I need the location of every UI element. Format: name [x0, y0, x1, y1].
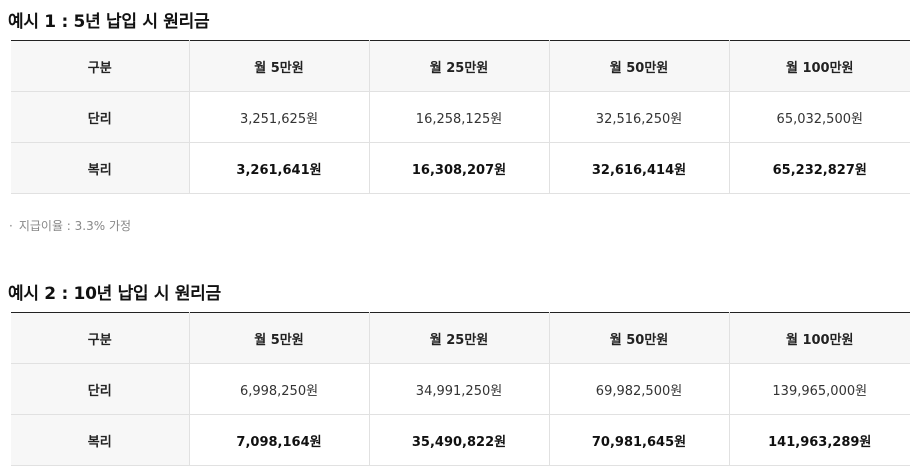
table-header-row: 구분 월 5만원 월 25만원 월 50만원 월 100만원 [11, 40, 910, 92]
table-header-row: 구분 월 5만원 월 25만원 월 50만원 월 100만원 [11, 312, 910, 364]
header-100man: 월 100만원 [728, 312, 910, 364]
header-5man: 월 5만원 [188, 312, 369, 364]
table-row-simple-interest: 단리 6,998,250원 34,991,250원 69,982,500원 13… [11, 363, 910, 415]
table-cell: 69,982,500원 [548, 363, 729, 415]
example1-table: 구분 월 5만원 월 25만원 월 50만원 월 100만원 단리 3,251,… [11, 40, 910, 194]
table-cell: 70,981,645원 [548, 414, 729, 466]
table-cell: 7,098,164원 [188, 414, 369, 466]
interest-rate-note: · 지급이율 : 3.3% 가정 [9, 217, 131, 234]
header-100man: 월 100만원 [728, 40, 910, 92]
example2-table: 구분 월 5만원 월 25만원 월 50만원 월 100만원 단리 6,998,… [11, 312, 910, 466]
bullet-icon: · [9, 219, 13, 233]
note-text: 지급이율 : 3.3% 가정 [18, 219, 132, 233]
header-50man: 월 50만원 [548, 40, 729, 92]
table-cell: 65,032,500원 [728, 91, 910, 143]
table-cell: 35,490,822원 [368, 414, 549, 466]
header-5man: 월 5만원 [188, 40, 369, 92]
table-row-simple-interest: 단리 3,251,625원 16,258,125원 32,516,250원 65… [11, 91, 910, 143]
header-category: 구분 [11, 312, 189, 364]
row-label: 단리 [11, 363, 189, 415]
example2-title: 예시 2 : 10년 납입 시 원리금 [8, 284, 221, 304]
table-cell: 6,998,250원 [188, 363, 369, 415]
table-cell: 141,963,289원 [728, 414, 910, 466]
table-cell: 32,516,250원 [548, 91, 729, 143]
table-cell: 65,232,827원 [728, 142, 910, 194]
table-row-compound-interest: 복리 3,261,641원 16,308,207원 32,616,414원 65… [11, 142, 910, 194]
table-row-compound-interest: 복리 7,098,164원 35,490,822원 70,981,645원 14… [11, 414, 910, 466]
row-label: 복리 [11, 142, 189, 194]
table-cell: 32,616,414원 [548, 142, 729, 194]
header-25man: 월 25만원 [368, 40, 549, 92]
example1-title: 예시 1 : 5년 납입 시 원리금 [8, 12, 210, 32]
table-cell: 3,261,641원 [188, 142, 369, 194]
table-cell: 34,991,250원 [368, 363, 549, 415]
row-label: 복리 [11, 414, 189, 466]
header-50man: 월 50만원 [548, 312, 729, 364]
header-25man: 월 25만원 [368, 312, 549, 364]
row-label: 단리 [11, 91, 189, 143]
table-cell: 139,965,000원 [728, 363, 910, 415]
table-cell: 16,258,125원 [368, 91, 549, 143]
table-cell: 16,308,207원 [368, 142, 549, 194]
header-category: 구분 [11, 40, 189, 92]
table-cell: 3,251,625원 [188, 91, 369, 143]
